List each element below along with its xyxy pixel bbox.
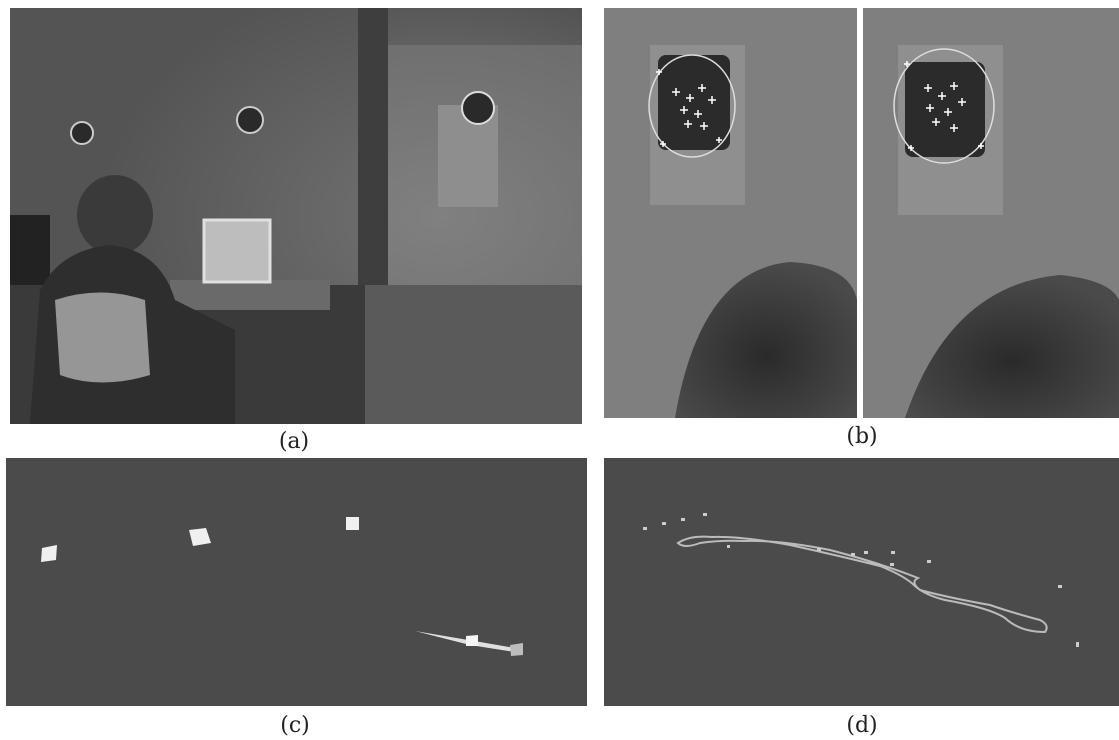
photo-closeup-left [604,8,857,418]
render-3d-markers [6,458,587,706]
render-trajectory [604,458,1119,706]
panel-label: (a) [279,429,309,454]
figure-canvas: (a) (b) (c) (d) [0,0,1119,740]
panel-label: (b) [846,424,877,449]
photo-office [10,8,582,424]
panel-label: (c) [280,713,310,738]
panel-label: (d) [846,713,877,738]
figure: (a) (b) (c) (d) [0,0,1119,740]
photo-closeup-right [863,8,1119,418]
